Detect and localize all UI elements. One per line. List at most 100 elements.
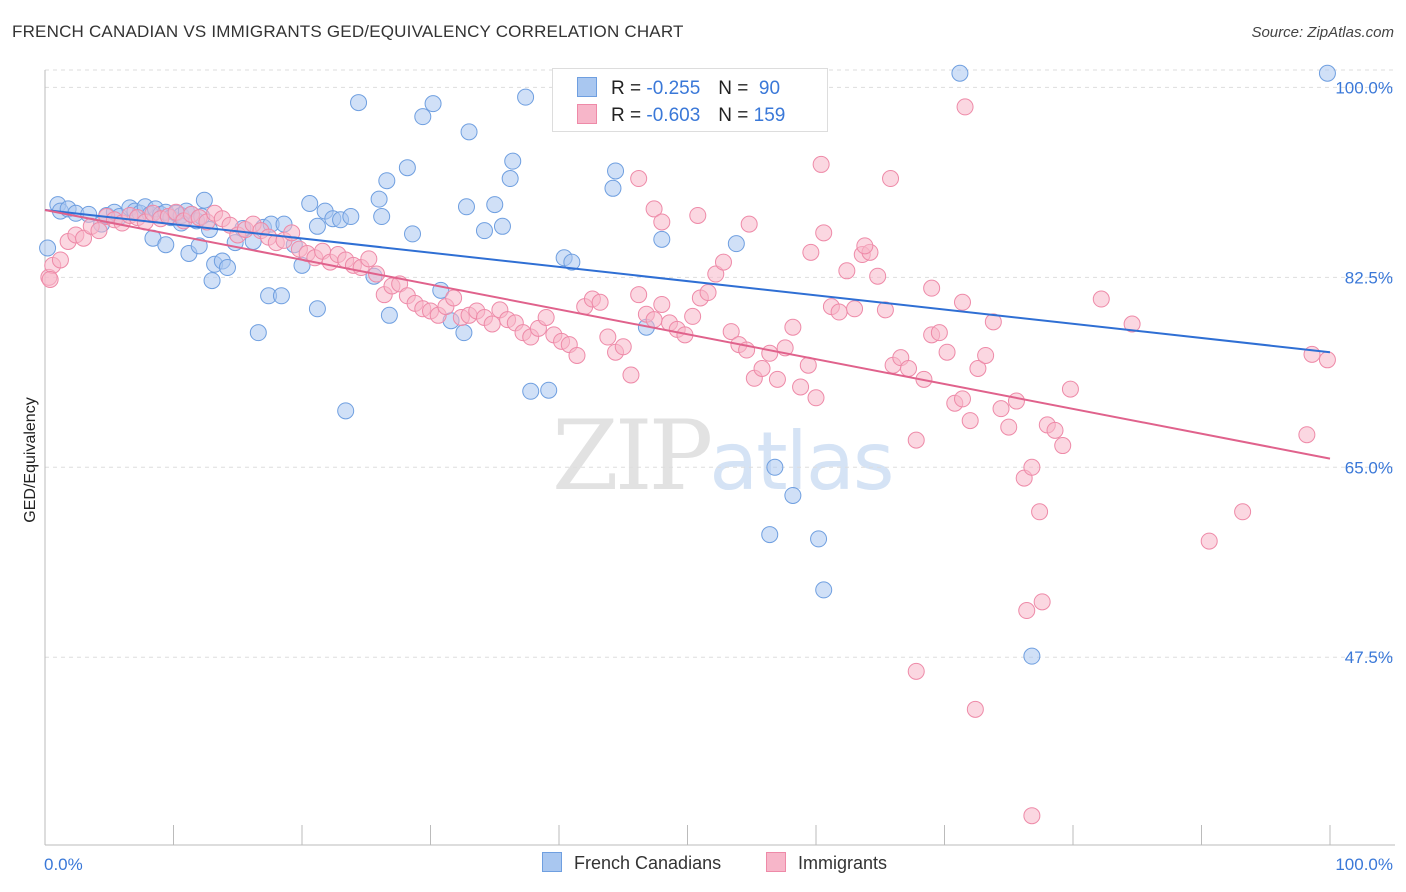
y-axis-label: GED/Equivalency — [22, 397, 39, 523]
legend-label: French Canadians — [574, 853, 722, 873]
immigrant-point — [1318, 351, 1336, 369]
watermark-atlas: atlas — [709, 415, 894, 508]
legend-r-label: R = — [611, 78, 642, 99]
legend-item-immigrants[interactable]: Immigrants — [766, 852, 887, 874]
french-canadian-point — [342, 208, 360, 226]
chart-source: Source: ZipAtlas.com — [1251, 24, 1394, 41]
french-canadian-point — [378, 172, 396, 190]
french-canadian-point — [272, 287, 290, 305]
legend-swatch-pink — [766, 852, 786, 872]
immigrant-point — [869, 267, 887, 285]
immigrant-point — [1234, 503, 1252, 521]
french-canadian-point — [373, 208, 391, 226]
immigrant-point — [41, 270, 59, 288]
immigrant-point — [740, 215, 758, 233]
french-canadian-point — [486, 196, 504, 214]
immigrant-point — [753, 359, 771, 377]
immigrant-point — [445, 289, 463, 307]
immigrant-point — [90, 222, 108, 240]
immigrant-point — [807, 389, 825, 407]
immigrant-point — [630, 170, 648, 188]
french-canadian-point — [607, 162, 625, 180]
french-canadian-point — [951, 64, 969, 82]
immigrant-point — [966, 700, 984, 718]
y-tick-label: 82.5% — [1345, 268, 1393, 287]
french-canadian-point — [475, 222, 493, 240]
french-canadian-point — [501, 170, 519, 188]
immigrant-point — [977, 346, 995, 364]
immigrant-point — [1298, 426, 1316, 444]
immigrant-point — [969, 359, 987, 377]
legend-item-french-canadians[interactable]: French Canadians — [542, 852, 721, 874]
legend-row-french-canadians: R = -0.255 N = 90 — [577, 77, 780, 100]
immigrant-point — [645, 200, 663, 218]
immigrant-point — [591, 293, 609, 311]
french-canadian-point — [455, 324, 473, 342]
immigrant-point — [784, 318, 802, 336]
immigrant-point — [699, 284, 717, 302]
immigrant-point — [761, 344, 779, 362]
immigrant-point — [722, 323, 740, 341]
watermark-zip: ZIP — [552, 400, 713, 512]
immigrant-point — [984, 313, 1002, 331]
legend-swatch-pink — [577, 104, 597, 124]
immigrant-point — [846, 300, 864, 318]
immigrant-point — [953, 390, 971, 408]
immigrant-point — [1092, 290, 1110, 308]
french-canadian-point — [157, 236, 175, 254]
immigrant-point — [1031, 503, 1049, 521]
legend-swatch-blue — [577, 77, 597, 97]
french-canadian-point — [39, 239, 57, 257]
immigrant-point — [684, 307, 702, 325]
french-canadian-point — [404, 225, 422, 243]
french-canadian-point — [370, 190, 388, 208]
french-canadian-point — [522, 382, 540, 400]
french-canadian-point — [1318, 64, 1336, 82]
immigrant-point — [630, 286, 648, 304]
french-canadian-point — [517, 88, 535, 106]
legend-r-value: -0.603 — [646, 105, 701, 126]
french-canadian-point — [301, 195, 319, 213]
french-canadian-point — [815, 581, 833, 599]
legend-r-label: R = — [611, 105, 642, 126]
immigrant-point — [1023, 458, 1041, 476]
immigrant-point — [653, 295, 671, 313]
immigrant-point — [1046, 421, 1064, 439]
immigrant-point — [953, 293, 971, 311]
immigrant-point — [802, 243, 820, 261]
french-canadian-point — [540, 381, 558, 399]
immigrant-point — [815, 224, 833, 242]
immigrant-point — [1023, 807, 1041, 825]
french-canadian-point — [308, 217, 326, 235]
immigrant-point — [599, 328, 617, 346]
immigrant-point — [1018, 602, 1036, 620]
legend-r-value: -0.255 — [646, 78, 701, 99]
french-canadian-point — [784, 486, 802, 504]
immigrant-point — [792, 378, 810, 396]
immigrant-point — [838, 262, 856, 280]
immigrant-point — [930, 324, 948, 342]
french-canadian-point — [398, 159, 416, 177]
french-canadian-point — [190, 237, 208, 255]
immigrant-point — [812, 155, 830, 173]
immigrant-point — [1123, 315, 1141, 333]
french-canadian-point — [380, 306, 398, 324]
french-canadian-point — [218, 259, 236, 277]
french-canadian-point — [195, 191, 213, 209]
french-canadian-point — [308, 300, 326, 318]
immigrant-point — [614, 338, 632, 356]
y-axis-label-wrap: GED/Equivalency — [22, 335, 40, 522]
immigrant-point — [689, 206, 707, 224]
immigrant-point — [1007, 392, 1025, 410]
immigrant-point — [75, 229, 93, 247]
y-tick-label: 100.0% — [1335, 78, 1393, 97]
french-canadian-point — [504, 152, 522, 170]
immigrant-point — [856, 237, 874, 255]
immigrant-point — [568, 346, 586, 364]
immigrant-point — [707, 265, 725, 283]
immigrant-point — [483, 315, 501, 333]
legend-n-value: 90 — [753, 78, 781, 99]
immigrant-point — [907, 431, 925, 449]
immigrant-point — [830, 303, 848, 321]
